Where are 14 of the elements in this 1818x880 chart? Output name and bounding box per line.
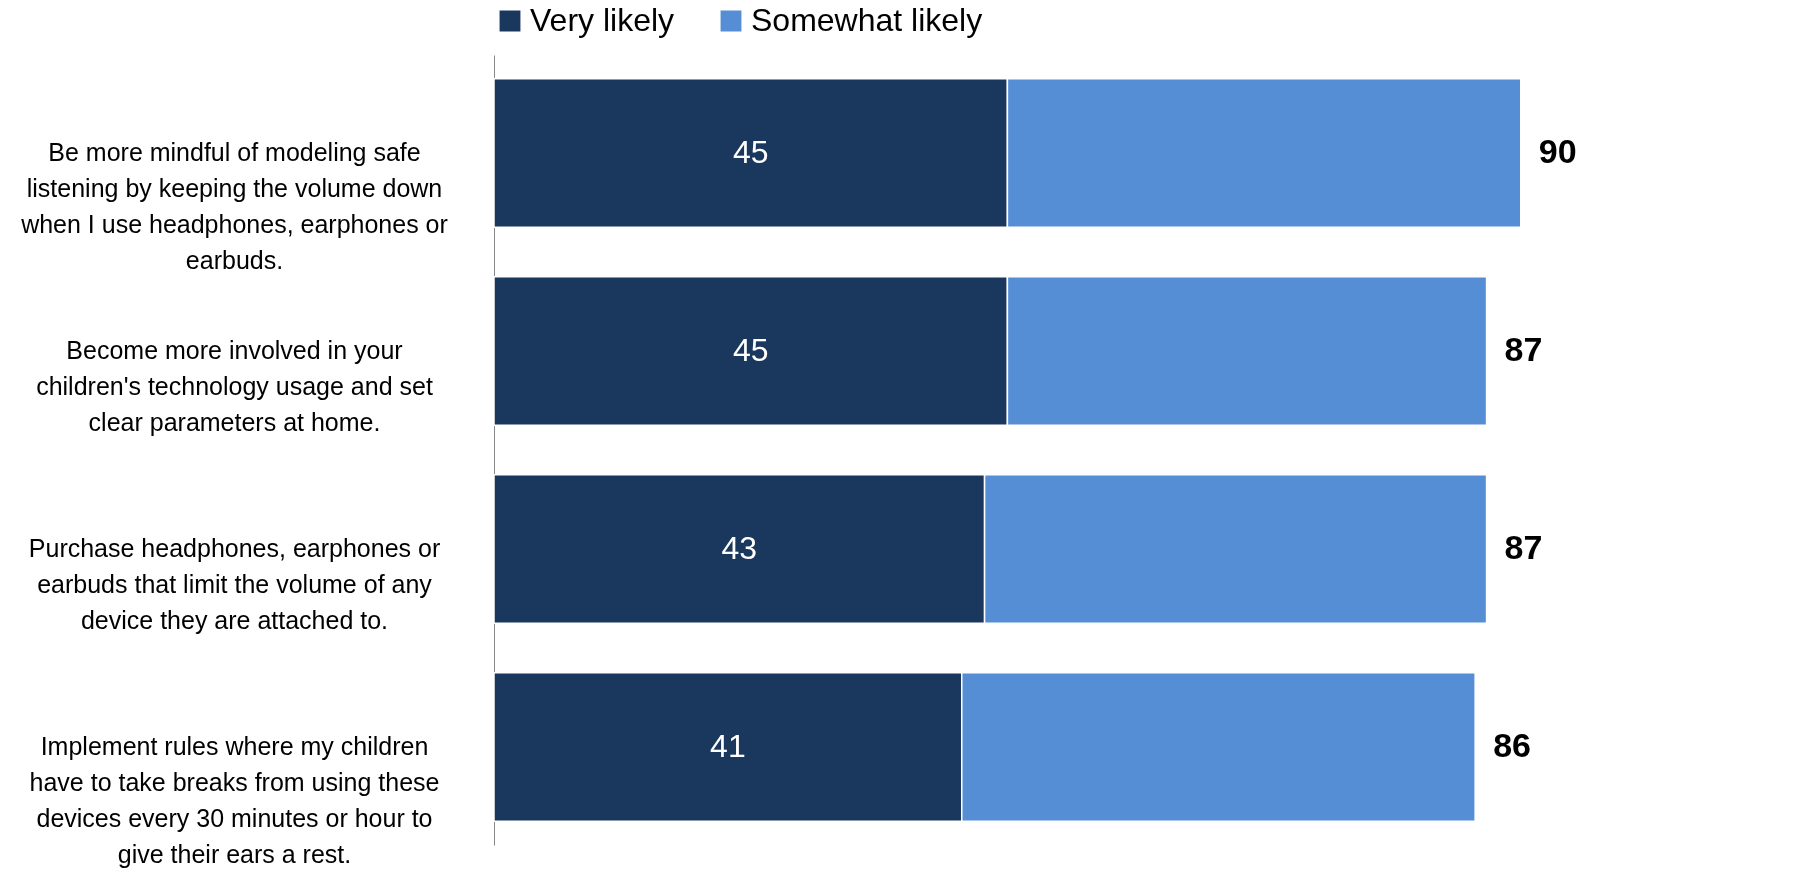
data-label: 41 [710, 727, 746, 764]
y-tick-label: Purchase headphones, earphones or earbuds that limit the volume of any device they are attached to. [28, 534, 441, 634]
y-tick-label: Implement rules where my children have to take breaks from using these devices every 30 minutes or hour to give their ears a rest. [29, 731, 440, 868]
y-tick-label: Become more involved in your children's technology usage and set clear parameters at home. [36, 336, 433, 436]
data-label: 45 [732, 134, 769, 171]
total-label: 87 [1504, 330, 1543, 368]
legend-label: Very likely [530, 2, 675, 38]
total-label: 86 [1493, 725, 1531, 764]
legend-label: Somewhat likely [751, 2, 983, 38]
total-label: 90 [1538, 132, 1577, 171]
y-tick-label: Be more mindful of modeling safe listening by keeping the volume down when I use headphones, earphones or earbuds. [20, 138, 448, 275]
total-label: 87 [1504, 528, 1543, 566]
data-label: 43 [721, 530, 758, 566]
data-label: 45 [732, 332, 769, 368]
